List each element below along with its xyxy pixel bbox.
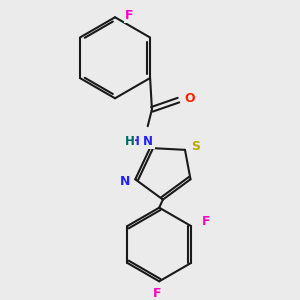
Text: N: N — [120, 175, 130, 188]
Text: N: N — [142, 135, 152, 148]
Text: F: F — [202, 215, 211, 228]
Text: F: F — [153, 286, 162, 300]
Text: O: O — [184, 92, 195, 105]
Text: S: S — [191, 140, 200, 153]
Text: H N: H N — [130, 135, 154, 148]
Text: H: H — [125, 135, 135, 148]
Text: F: F — [125, 9, 133, 22]
